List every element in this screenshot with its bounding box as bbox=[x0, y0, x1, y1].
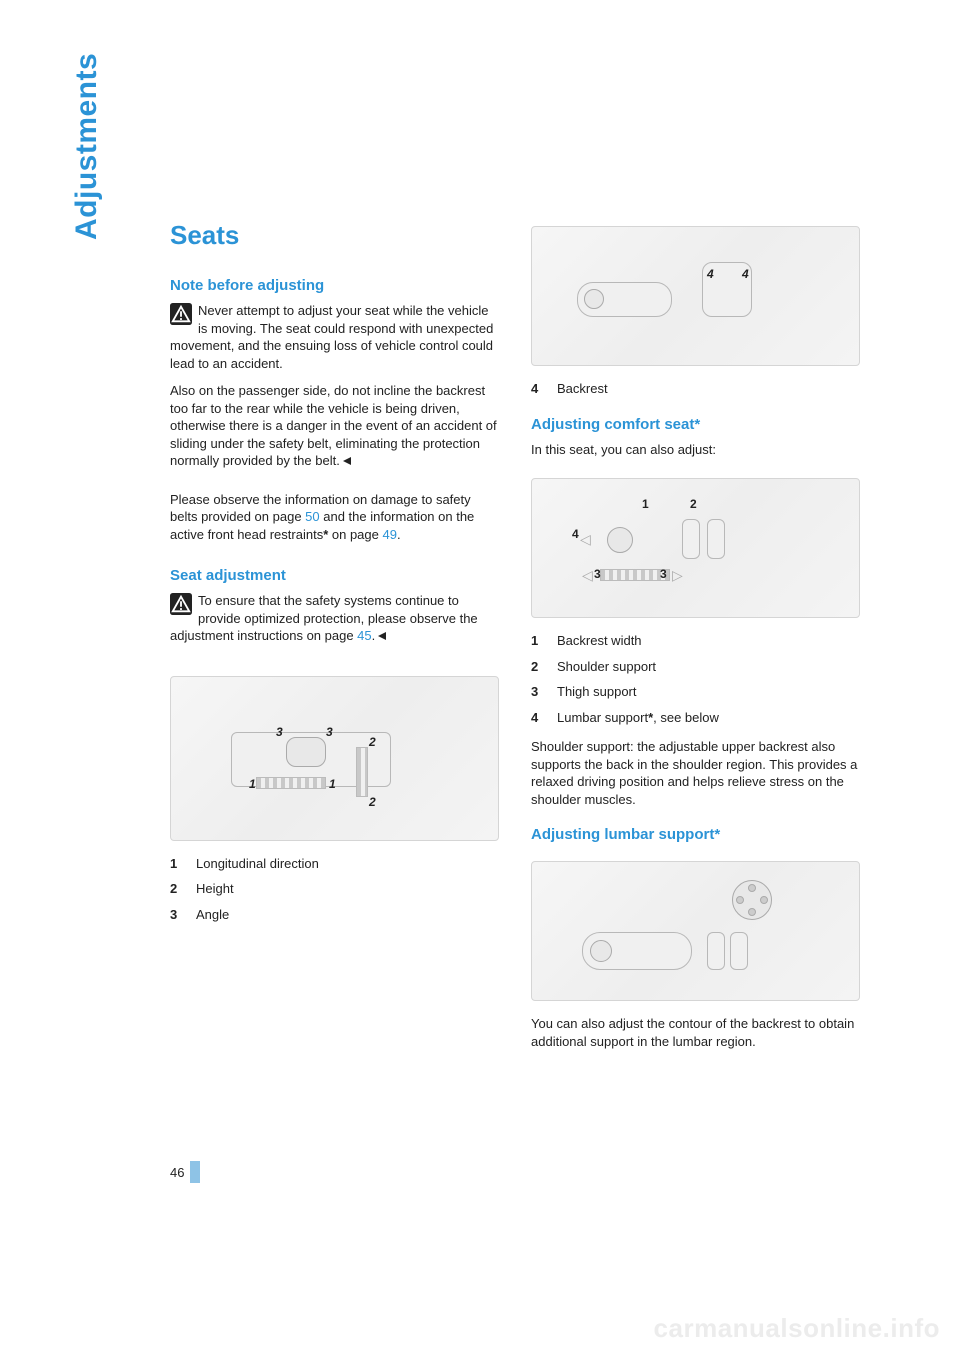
list-text: Angle bbox=[196, 906, 229, 924]
page-number-bar bbox=[190, 1161, 200, 1183]
list-num: 1 bbox=[170, 856, 182, 871]
list-item: 2 Height bbox=[170, 880, 499, 898]
right-column: 4 4 4 Backrest Adjusting comfort seat* I… bbox=[531, 220, 860, 1061]
list-text: Shoulder support bbox=[557, 658, 656, 676]
list-num: 3 bbox=[531, 684, 543, 699]
list-text: Lumbar support*, see below bbox=[557, 709, 719, 727]
list-num: 2 bbox=[170, 881, 182, 896]
fig1-cap-1a: 1 bbox=[249, 777, 256, 791]
fig1-cap-3a: 3 bbox=[276, 725, 283, 739]
list-text: Backrest bbox=[557, 380, 608, 398]
page-ref-50[interactable]: 50 bbox=[305, 509, 319, 524]
comfort-intro: In this seat, you can also adjust: bbox=[531, 441, 860, 459]
list-num: 4 bbox=[531, 710, 543, 725]
warning-block-1: Never attempt to adjust your seat while … bbox=[170, 302, 499, 481]
end-marker-icon bbox=[377, 628, 387, 646]
heading-lumbar-support: Adjusting lumbar support* bbox=[531, 826, 860, 843]
shoulder-paragraph: Shoulder support: the adjustable upper b… bbox=[531, 738, 860, 808]
section-side-label: Adjustments bbox=[70, 53, 104, 240]
page-title: Seats bbox=[170, 220, 499, 251]
note-paragraph-2: Please observe the information on damage… bbox=[170, 491, 499, 544]
figure-backrest: 4 4 bbox=[531, 226, 860, 366]
list-num: 3 bbox=[170, 907, 182, 922]
warning-text-1b-content: Also on the passenger side, do not incli… bbox=[170, 383, 497, 468]
heading-seat-adjustment: Seat adjustment bbox=[170, 567, 499, 584]
warning-icon bbox=[170, 593, 192, 615]
fig3-cap-1: 1 bbox=[642, 497, 649, 511]
page-number-wrap: 46 bbox=[170, 1161, 200, 1183]
warning-text-1a: Never attempt to adjust your seat while … bbox=[170, 302, 499, 372]
p2-d: . bbox=[397, 527, 401, 542]
watermark: carmanualsonline.info bbox=[654, 1313, 940, 1344]
figure-seat-adjustment: 1 1 2 2 3 3 bbox=[170, 676, 499, 841]
list-item: 4 Backrest bbox=[531, 380, 860, 398]
page-number: 46 bbox=[170, 1165, 184, 1180]
warning-icon bbox=[170, 303, 192, 325]
t4b: , see below bbox=[653, 710, 719, 725]
fig3-cap-3b: 3 bbox=[660, 567, 667, 581]
left-column: Seats Note before adjusting Never attemp… bbox=[170, 220, 499, 1061]
figure-comfort-seat: ◁ ◁ ▷ 1 2 3 3 4 bbox=[531, 478, 860, 618]
lumbar-paragraph: You can also adjust the contour of the b… bbox=[531, 1015, 860, 1050]
heading-note-before-adjusting: Note before adjusting bbox=[170, 277, 499, 294]
fig3-cap-3a: 3 bbox=[594, 567, 601, 581]
fig1-cap-2a: 2 bbox=[369, 735, 376, 749]
seatadj-b: . bbox=[372, 628, 376, 643]
fig1-cap-1b: 1 bbox=[329, 777, 336, 791]
content-columns: Seats Note before adjusting Never attemp… bbox=[170, 220, 860, 1061]
fig2-cap-4b: 4 bbox=[742, 267, 749, 281]
list-text: Thigh support bbox=[557, 683, 637, 701]
list-num: 4 bbox=[531, 381, 543, 396]
heading-comfort-seat: Adjusting comfort seat* bbox=[531, 416, 860, 433]
warning-text-1b: Also on the passenger side, do not incli… bbox=[170, 382, 499, 471]
fig2-cap-4a: 4 bbox=[707, 267, 714, 281]
p2-c: on page bbox=[328, 527, 382, 542]
list-item: 1 Longitudinal direction bbox=[170, 855, 499, 873]
page-ref-45[interactable]: 45 bbox=[357, 628, 371, 643]
page: Adjustments Seats Note before adjusting … bbox=[0, 0, 960, 1358]
end-marker-icon bbox=[342, 453, 352, 471]
list-text: Height bbox=[196, 880, 234, 898]
fig3-cap-4: 4 bbox=[572, 527, 579, 541]
list-item: 1 Backrest width bbox=[531, 632, 860, 650]
fig1-cap-3b: 3 bbox=[326, 725, 333, 739]
warning-text-2: To ensure that the safety systems contin… bbox=[170, 592, 499, 645]
list-item: 2 Shoulder support bbox=[531, 658, 860, 676]
list-num: 2 bbox=[531, 659, 543, 674]
list-item: 3 Thigh support bbox=[531, 683, 860, 701]
list-text: Backrest width bbox=[557, 632, 642, 650]
warning-block-2: To ensure that the safety systems contin… bbox=[170, 592, 499, 655]
fig3-cap-2: 2 bbox=[690, 497, 697, 511]
list-item: 3 Angle bbox=[170, 906, 499, 924]
list-item: 4 Lumbar support*, see below bbox=[531, 709, 860, 727]
t4a: Lumbar support bbox=[557, 710, 648, 725]
list-text: Longitudinal direction bbox=[196, 855, 319, 873]
fig1-cap-2b: 2 bbox=[369, 795, 376, 809]
seatadj-a: To ensure that the safety systems contin… bbox=[170, 593, 478, 643]
page-ref-49[interactable]: 49 bbox=[382, 527, 396, 542]
list-num: 1 bbox=[531, 633, 543, 648]
figure-lumbar-support bbox=[531, 861, 860, 1001]
